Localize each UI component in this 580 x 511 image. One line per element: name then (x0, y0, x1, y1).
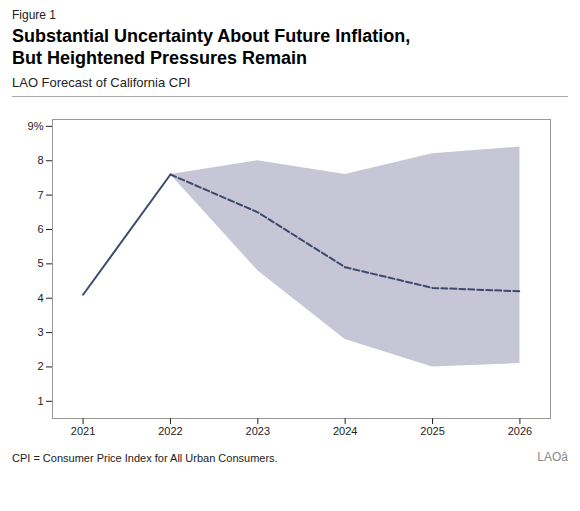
svg-text:5: 5 (37, 258, 43, 270)
html-text:Figure 1: Figure 1 (12, 8, 56, 22)
svg-text:1: 1 (37, 395, 43, 407)
svg-text:9%: 9% (28, 120, 44, 132)
svg-text:8: 8 (37, 154, 43, 166)
html-text:LAOâ: LAOâ (537, 450, 568, 465)
svg-text:2023: 2023 (246, 425, 270, 437)
svg-text:2: 2 (37, 361, 43, 373)
svg-text:4: 4 (37, 292, 43, 304)
svg-text:2021: 2021 (71, 425, 95, 437)
svg-text:2024: 2024 (333, 425, 357, 437)
html-text:Substantial Uncertainty About: Substantial Uncertainty About Future Inf… (12, 26, 411, 68)
svg-text:2026: 2026 (508, 425, 532, 437)
svg-text:7: 7 (37, 189, 43, 201)
html-text:CPI = Consumer Price Index for: CPI = Consumer Price Index for All Urban… (12, 452, 278, 465)
svg-text:3: 3 (37, 326, 43, 338)
html-text:LAO Forecast of California CPI: LAO Forecast of California CPI (12, 75, 191, 91)
svg-text:2025: 2025 (420, 425, 444, 437)
svg-text:2022: 2022 (158, 425, 182, 437)
svg-text:6: 6 (37, 223, 43, 235)
